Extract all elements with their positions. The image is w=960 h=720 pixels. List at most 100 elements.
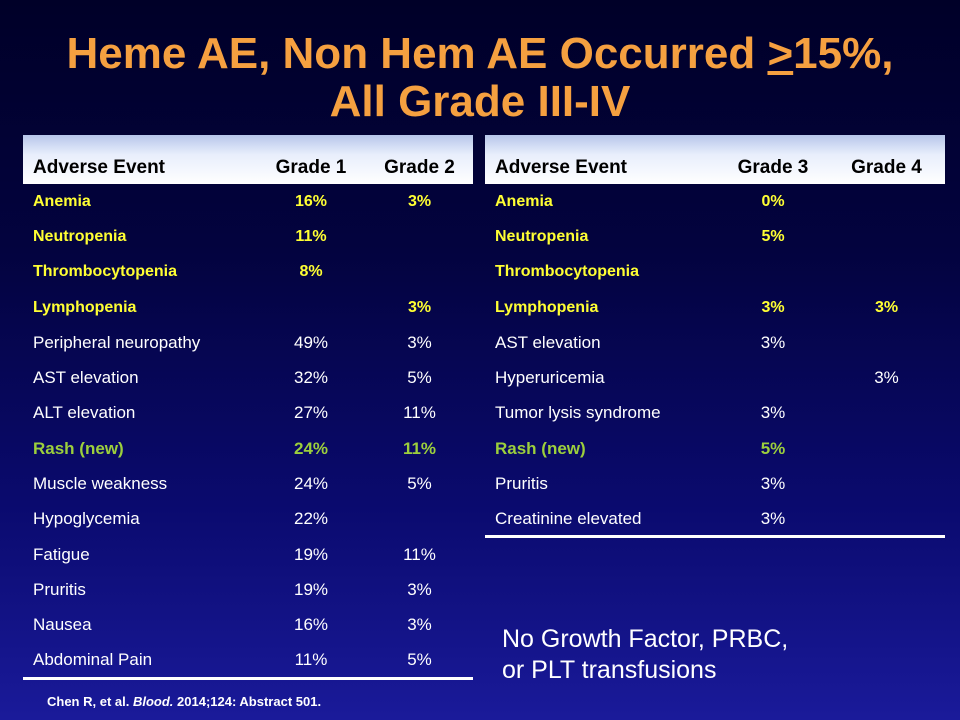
adverse-event-cell: Peripheral neuropathy (33, 332, 201, 352)
title-line-1: Heme AE, Non Hem AE Occurred >15%, (0, 30, 960, 78)
adverse-event-cell: Rash (new) (33, 438, 124, 458)
table-row: Thrombocytopenia 8% (23, 255, 473, 290)
title-line-2: All Grade III-IV (329, 77, 631, 126)
grade-value-cell: 19% (293, 544, 329, 564)
grade-value-cell: 24% (293, 474, 329, 494)
grade-value-cell: 0% (761, 192, 785, 210)
table-row: Neutropenia 11% (23, 219, 473, 254)
table-row: Thrombocytopenia (485, 255, 945, 290)
title-gte-symbol: > (767, 29, 794, 78)
adverse-event-cell: Neutropenia (495, 227, 589, 245)
header-grade-2: Grade 2 (366, 135, 473, 184)
table-row: Abdominal Pain 11% 5% (23, 642, 473, 680)
note-line-1: No Growth Factor, PRBC, (502, 625, 789, 653)
grade-value-cell (366, 219, 473, 254)
grade-value-cell: 11% (403, 403, 436, 423)
grade-value-cell: 5% (407, 474, 432, 494)
table-row: AST elevation 32% 5% (23, 360, 473, 395)
grade-value-cell: 11% (402, 438, 437, 458)
adverse-event-cell: Nausea (33, 615, 92, 635)
adverse-event-cell: Pruritis (33, 579, 86, 599)
grade-value-cell (828, 396, 945, 431)
grade-value-cell: 32% (293, 368, 329, 388)
table-row: Anemia 16% 3% (23, 184, 473, 219)
table-row: ALT elevation 27% 11% (23, 396, 473, 431)
grade-value-cell (828, 466, 945, 501)
adverse-event-cell: Thrombocytopenia (33, 263, 178, 281)
grade-value-cell: 3% (407, 332, 432, 352)
adverse-event-cell: Thrombocytopenia (495, 263, 640, 281)
slide-title: Heme AE, Non Hem AE Occurred >15%, All G… (0, 30, 960, 126)
grade-value-cell: 5% (407, 368, 432, 388)
grade-value-cell: 16% (293, 615, 329, 635)
adverse-event-cell: Lymphopenia (495, 298, 599, 316)
grade-value-cell (718, 360, 828, 395)
grade-value-cell (828, 184, 945, 219)
grade-value-cell: 3% (407, 192, 432, 210)
adverse-event-cell: Creatinine elevated (485, 501, 718, 539)
grade-value-cell (828, 431, 945, 466)
adverse-event-cell: Lymphopenia (33, 298, 137, 316)
adverse-event-cell: Fatigue (33, 544, 90, 564)
grade-value-cell: 3% (760, 332, 786, 352)
grade-value-cell: 5% (761, 227, 785, 245)
adverse-event-cell: Pruritis (495, 474, 548, 494)
adverse-event-cell: Anemia (495, 192, 553, 210)
table-row: Rash (new) 5% (485, 431, 945, 466)
table-row: Pruritis 3% (485, 466, 945, 501)
grade-value-cell (828, 501, 945, 539)
table-row: Peripheral neuropathy 49% 3% (23, 325, 473, 360)
adverse-event-cell: Anemia (33, 192, 91, 210)
table-row: Nausea 16% 3% (23, 608, 473, 643)
header-grade-1: Grade 1 (256, 135, 366, 184)
table-row: Hypoglycemia 22% (23, 502, 473, 537)
grade-value-cell (828, 255, 945, 290)
grade-value-cell (256, 290, 366, 325)
table-row: Neutropenia 5% (485, 219, 945, 254)
adverse-event-cell: AST elevation (495, 332, 601, 352)
note-line-2: or PLT transfusions (502, 656, 717, 684)
grade-value-cell: 16% (294, 192, 328, 210)
title-line-1-percent: 15%, (793, 29, 894, 78)
grade-value-cell (366, 502, 473, 537)
table-row: Hyperuricemia 3% (485, 360, 945, 395)
adverse-event-cell: Rash (new) (495, 438, 586, 458)
table-row: Creatinine elevated 3% (485, 501, 945, 539)
table-row: Lymphopenia 3% 3% (485, 290, 945, 325)
grade-value-cell (828, 219, 945, 254)
grade-value-cell: 24% (293, 438, 329, 458)
header-grade-4: Grade 4 (828, 135, 945, 184)
grade-value-cell: 3% (761, 298, 785, 316)
header-adverse-event: Adverse Event (23, 135, 256, 184)
grade-value-cell: 49% (293, 332, 329, 352)
grade-value-cell (828, 325, 945, 360)
grade-value-cell: 3% (407, 615, 432, 635)
table-header-row: Adverse Event Grade 1 Grade 2 (23, 135, 473, 184)
grade-1-2-table: Adverse Event Grade 1 Grade 2 Anemia 16% 3… (23, 135, 473, 680)
grade-value-cell: 3% (760, 403, 786, 423)
adverse-event-cell: Muscle weakness (33, 474, 168, 494)
citation-authors: Chen R, et al. (47, 694, 133, 709)
grade-value-cell (366, 255, 473, 290)
grade-value-cell: 22% (293, 509, 329, 529)
grade-value-cell: 3% (407, 579, 432, 599)
grade-value-cell: 3% (874, 298, 899, 316)
citation-details: 2014;124: Abstract 501. (173, 694, 322, 709)
table-row: Fatigue 19% 11% (23, 537, 473, 572)
grade-3-4-table: Adverse Event Grade 3 Grade 4 Anemia 0% Ne… (485, 135, 945, 539)
table-row: Rash (new) 24% 11% (23, 431, 473, 466)
adverse-event-cell: Hypoglycemia (33, 509, 140, 529)
table-row: AST elevation 3% (485, 325, 945, 360)
grade-value-cell: 5% (366, 642, 473, 680)
grade-value-cell: 5% (760, 438, 786, 458)
grade-value-cell (718, 255, 828, 290)
grade-value-cell: 19% (293, 579, 329, 599)
header-grade-3: Grade 3 (718, 135, 828, 184)
grade-value-cell: 3% (760, 474, 786, 494)
citation-journal: Blood. (132, 694, 174, 709)
adverse-event-cell: AST elevation (33, 368, 139, 388)
citation: Chen R, et al. Blood. 2014;124: Abstract… (47, 694, 321, 709)
title-line-1-text: Heme AE, Non Hem AE Occurred (66, 29, 768, 78)
table-row: Muscle weakness 24% 5% (23, 466, 473, 501)
adverse-event-cell: Hyperuricemia (495, 368, 605, 388)
